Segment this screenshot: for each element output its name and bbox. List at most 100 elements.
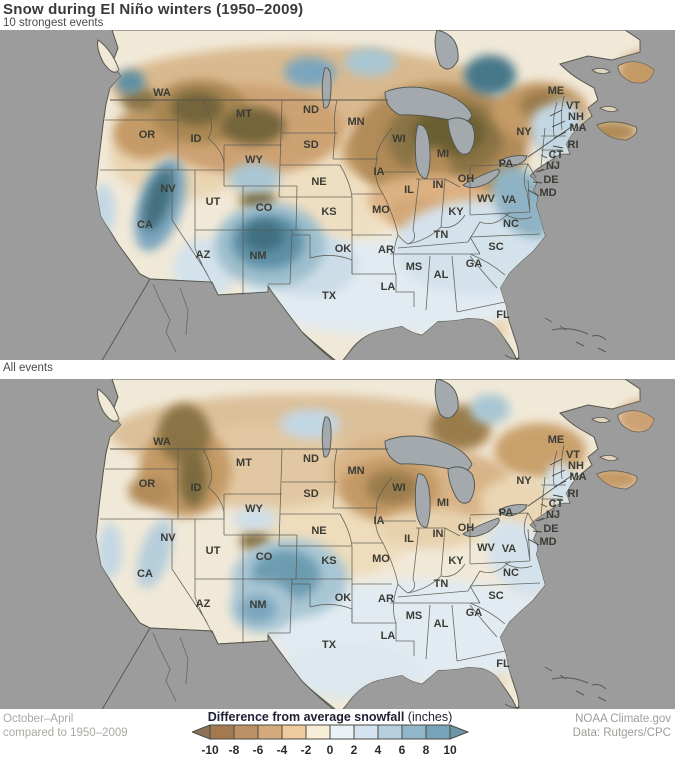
state-label: AZ xyxy=(196,598,211,610)
state-label: RI xyxy=(568,139,579,151)
state-label: DE xyxy=(543,174,558,186)
state-label: VA xyxy=(502,543,517,555)
state-label: IL xyxy=(404,533,414,545)
state-label: MS xyxy=(406,610,423,622)
state-label: KY xyxy=(448,206,464,218)
state-label: MN xyxy=(347,116,364,128)
state-label: ID xyxy=(191,133,202,145)
state-label: LA xyxy=(381,281,396,293)
state-label: MO xyxy=(372,553,390,565)
legend-title: Difference from average snowfall (inches… xyxy=(207,710,453,724)
state-label: GA xyxy=(466,607,483,619)
state-labels: WA OR CA NV ID MT WY UT CO AZ NM ND SD NE KS OK TX MN IA MO… xyxy=(137,434,587,670)
map1-label: 10 strongest events xyxy=(3,17,104,29)
state-label: WV xyxy=(477,193,495,205)
map2-label: All events xyxy=(3,362,53,374)
state-label: RI xyxy=(568,488,579,500)
state-label: ND xyxy=(303,453,319,465)
figure-title: Snow during El Niño winters (1950–2009) xyxy=(3,1,304,18)
state-label: IA xyxy=(374,166,385,178)
state-label: MD xyxy=(539,187,556,199)
state-labels: WA OR CA NV ID MT WY UT CO AZ NM ND SD NE KS OK TX MN IA MO… xyxy=(137,85,587,321)
legend-tick: 0 xyxy=(326,743,333,757)
state-label: NC xyxy=(503,218,519,230)
state-label: PA xyxy=(499,507,514,519)
state-label: IL xyxy=(404,184,414,196)
state-label: IN xyxy=(433,179,444,191)
state-label: WA xyxy=(153,87,171,99)
legend-tick: -10 xyxy=(201,743,219,757)
state-label: NH xyxy=(568,111,584,123)
legend-tick: 6 xyxy=(398,743,405,757)
state-label: UT xyxy=(206,196,221,208)
state-label: WI xyxy=(392,482,405,494)
state-label: OK xyxy=(335,592,352,604)
period-line1: October–April xyxy=(3,713,74,725)
state-label: NJ xyxy=(546,509,560,521)
state-label: ME xyxy=(548,85,565,97)
state-label: GA xyxy=(466,258,483,270)
state-label: NJ xyxy=(546,160,560,172)
header: Snow during El Niño winters (1950–2009) … xyxy=(0,0,675,30)
state-label: OH xyxy=(458,173,475,185)
state-label: UT xyxy=(206,545,221,557)
state-label: NE xyxy=(311,525,326,537)
map-10-strongest-svg: WA OR CA NV ID MT WY UT CO AZ NM ND SD NE KS OK TX MN IA MO… xyxy=(0,29,675,365)
legend-tick: -2 xyxy=(300,743,311,757)
state-label: TN xyxy=(434,578,449,590)
state-label: OR xyxy=(139,478,156,490)
credit-line1: NOAA Climate.gov xyxy=(575,713,671,725)
state-label: LA xyxy=(381,630,396,642)
legend-tick: -4 xyxy=(276,743,287,757)
legend-tick: 4 xyxy=(374,743,381,757)
legend-tick: -8 xyxy=(228,743,239,757)
state-label: MT xyxy=(236,457,252,469)
state-label: AL xyxy=(434,269,449,281)
state-label: SD xyxy=(303,139,318,151)
state-label: ME xyxy=(548,434,565,446)
state-label: OH xyxy=(458,522,475,534)
state-label: CT xyxy=(549,149,564,161)
state-label: CA xyxy=(137,219,153,231)
state-label: TX xyxy=(322,290,337,302)
state-label: AR xyxy=(378,244,394,256)
state-label: MT xyxy=(236,108,252,120)
state-label: TX xyxy=(322,639,337,651)
divider: All events xyxy=(0,360,675,379)
state-label: NM xyxy=(249,250,266,262)
state-label: MA xyxy=(569,122,586,134)
state-label: AL xyxy=(434,618,449,630)
state-label: SC xyxy=(488,590,503,602)
state-label: IN xyxy=(433,528,444,540)
state-label: VA xyxy=(502,194,517,206)
state-label: WY xyxy=(245,154,263,166)
state-label: SC xyxy=(488,241,503,253)
state-label: WV xyxy=(477,542,495,554)
state-label: AZ xyxy=(196,249,211,261)
state-label: PA xyxy=(499,158,514,170)
legend-tick: 10 xyxy=(443,743,457,757)
state-label: NV xyxy=(160,183,176,195)
state-label: MN xyxy=(347,465,364,477)
map-10-strongest-events: WA OR CA NV ID MT WY UT CO AZ NM ND SD NE KS OK TX MN IA MO… xyxy=(0,29,675,365)
state-label: NY xyxy=(516,475,532,487)
state-label: IA xyxy=(374,515,385,527)
state-label: KS xyxy=(321,206,336,218)
state-label: WI xyxy=(392,133,405,145)
state-label: NH xyxy=(568,460,584,472)
state-label: MD xyxy=(539,536,556,548)
map-all-events-svg: WA OR CA NV ID MT WY UT CO AZ NM ND SD NE KS OK TX MN IA MO… xyxy=(0,378,675,714)
legend: Difference from average snowfall (inches… xyxy=(185,710,475,763)
state-label: WY xyxy=(245,503,263,515)
state-label: CO xyxy=(256,551,273,563)
state-label: ND xyxy=(303,104,319,116)
state-label: OR xyxy=(139,129,156,141)
state-label: NE xyxy=(311,176,326,188)
legend-colorbar: -10 -8 -6 -4 -2 0 2 4 6 8 10 xyxy=(190,724,469,757)
state-label: KS xyxy=(321,555,336,567)
state-label: VT xyxy=(566,100,580,112)
state-label: KY xyxy=(448,555,464,567)
legend-tick: 2 xyxy=(350,743,357,757)
state-label: NV xyxy=(160,532,176,544)
state-label: CA xyxy=(137,568,153,580)
